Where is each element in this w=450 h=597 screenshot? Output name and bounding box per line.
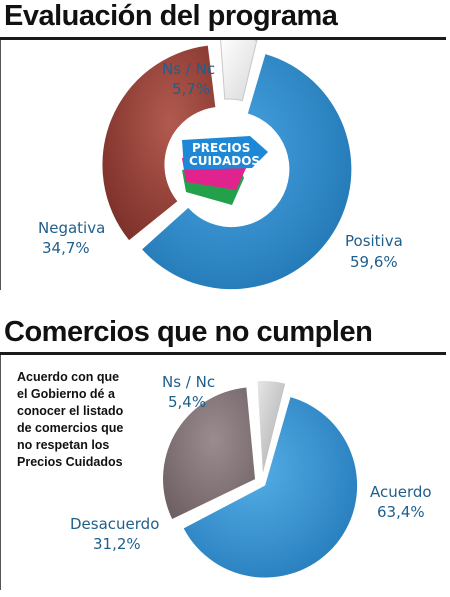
- label-positiva-value: 59,6%: [350, 253, 398, 271]
- title-underline: [0, 352, 446, 355]
- pie-slice-ns-nc: [257, 381, 286, 474]
- panel-border: [0, 355, 1, 590]
- label-desacuerdo-name: Desacuerdo: [70, 515, 159, 533]
- label-acuerdo-name: Acuerdo: [370, 483, 432, 501]
- label-nsnc2-value: 5,4%: [168, 393, 206, 411]
- chart-subtitle-question: Acuerdo con que el Gobierno dé a conocer…: [17, 370, 124, 469]
- label-desacuerdo-value: 31,2%: [93, 535, 141, 553]
- label-negativa-value: 34,7%: [42, 239, 90, 257]
- pie-slice-desacuerdo: [163, 387, 256, 520]
- label-nsnc-name: Ns / Nc: [162, 60, 215, 78]
- label-nsnc-value: 5,7%: [172, 80, 210, 98]
- label-positiva-name: Positiva: [345, 232, 403, 250]
- donut-chart-evaluacion: PRECIOS CUIDADOS Positiva 59,6% Negativa…: [38, 40, 403, 290]
- label-nsnc2-name: Ns / Nc: [162, 373, 215, 391]
- logo-text-line2: CUIDADOS: [189, 154, 260, 168]
- panel-border: [0, 40, 1, 290]
- donut-slice-positiva: [142, 54, 352, 290]
- label-negativa-name: Negativa: [38, 219, 105, 237]
- chart-title-comercios: Comercios que no cumplen: [4, 316, 373, 348]
- donut-slice-ns-nc: [220, 40, 258, 102]
- pie-chart-comercios: Acuerdo 63,4% Desacuerdo 31,2% Ns / Nc 5…: [70, 373, 432, 578]
- logo-text-line1: PRECIOS: [192, 141, 250, 155]
- pie-slice-acuerdo: [183, 397, 358, 578]
- precios-cuidados-logo: PRECIOS CUIDADOS: [182, 136, 268, 205]
- chart-title-evaluacion: Evaluación del programa: [4, 0, 338, 32]
- donut-slice-negativa: [102, 45, 216, 241]
- label-acuerdo-value: 63,4%: [377, 503, 425, 521]
- title-underline: [0, 37, 446, 40]
